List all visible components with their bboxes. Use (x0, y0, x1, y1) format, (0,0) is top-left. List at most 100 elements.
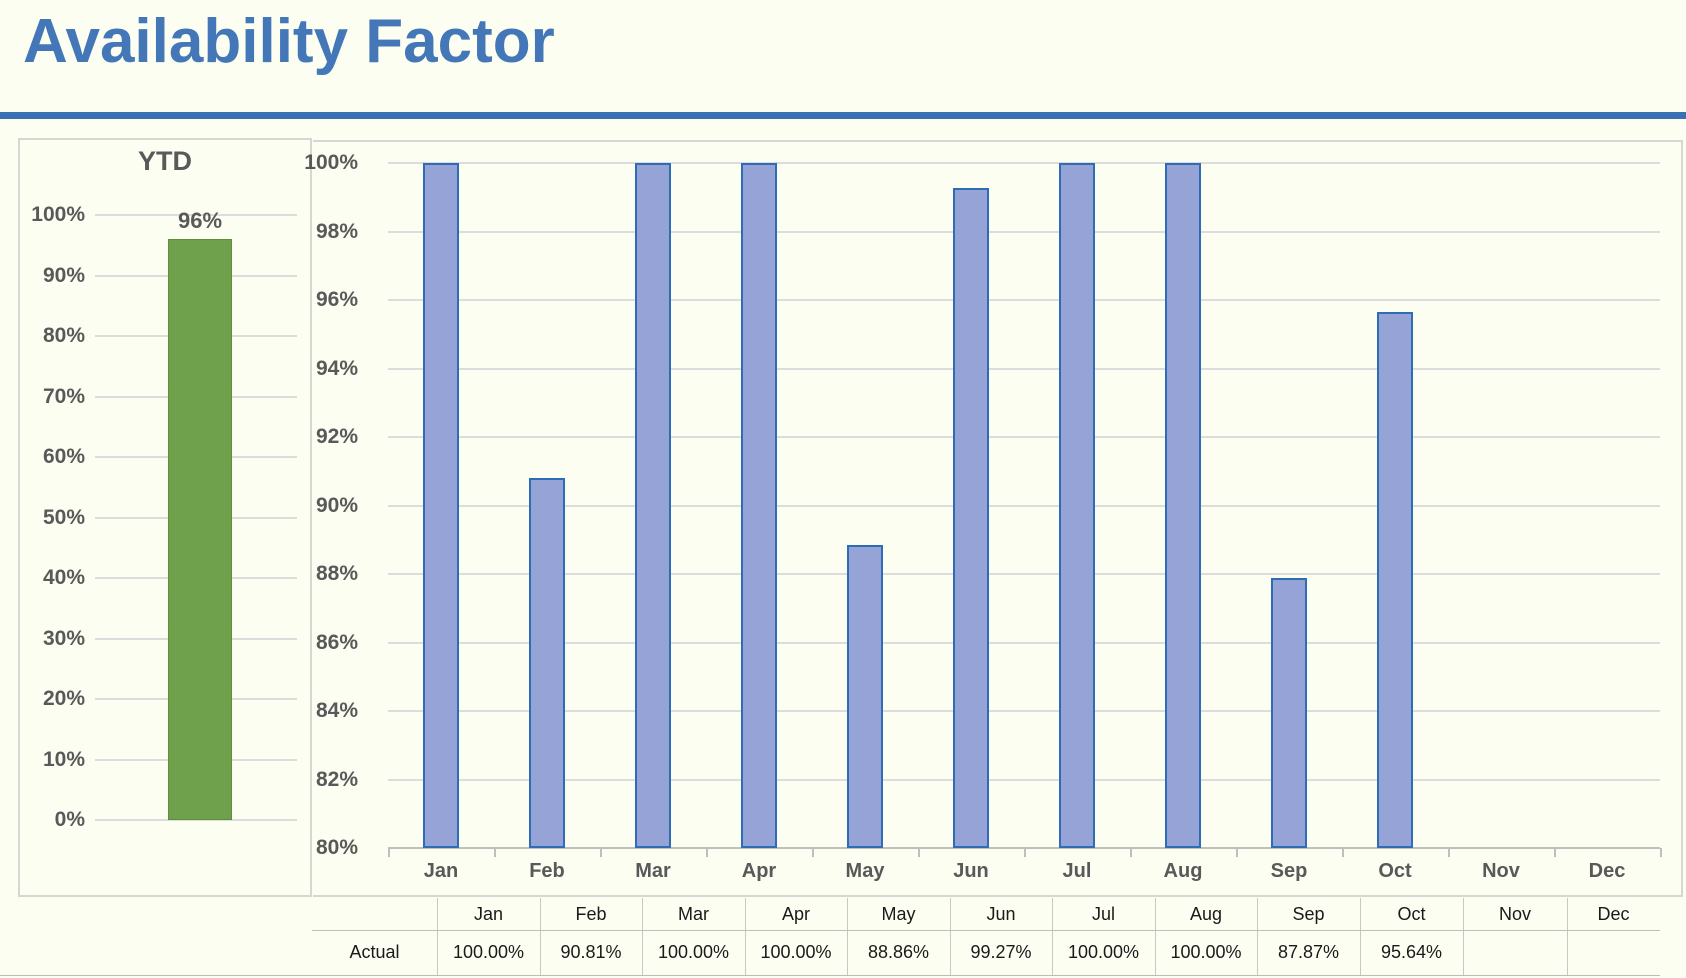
ytd-ytick-label: 70% (42, 384, 85, 408)
table-bottom-border (0, 975, 1660, 976)
table-header-jun: Jun (986, 904, 1016, 924)
main-ytick-label: 100% (304, 151, 358, 174)
table-column-line (642, 898, 643, 975)
main-axis-tickmark (600, 848, 602, 857)
table-cell-aug: 100.00% (1170, 942, 1242, 962)
main-axis-tickmark (494, 848, 496, 857)
table-cell-oct: 95.64% (1380, 942, 1443, 962)
ytd-ytick-label: 60% (42, 445, 85, 468)
ytd-ytick-label: 80% (42, 324, 85, 347)
table-cell-mar: 100.00% (657, 942, 730, 962)
table-column-line (847, 898, 848, 975)
main-ytick-label: 94% (315, 356, 358, 380)
main-ytick-label: 98% (315, 219, 358, 243)
page-title: Availability Factor (23, 7, 555, 76)
table-header-dec: Dec (1597, 904, 1630, 924)
table-header-jul: Jul (1091, 904, 1115, 924)
main-axis-tickmark (1554, 848, 1556, 857)
table-cell-feb: 90.81% (560, 942, 622, 962)
monthly-chart-panel (313, 140, 1683, 897)
xtick-label-apr: Apr (741, 860, 777, 882)
ytd-gridline (95, 214, 297, 216)
ytd-bar (168, 239, 232, 820)
xtick-label-dec: Dec (1588, 860, 1626, 882)
table-column-line (1463, 898, 1464, 975)
main-gridline (388, 573, 1660, 575)
main-gridline (388, 710, 1660, 712)
bar-may (847, 544, 883, 848)
xtick-label-jan: Jan (423, 860, 459, 882)
main-gridline (388, 504, 1660, 507)
ytd-ytick-label: 10% (42, 747, 85, 771)
main-axis-tickmark (1342, 848, 1344, 857)
main-ytick-label: 82% (315, 767, 358, 791)
table-header-may: May (881, 904, 916, 924)
table-column-line (1052, 898, 1053, 975)
xtick-label-mar: Mar (635, 860, 671, 882)
main-gridline (388, 162, 1660, 164)
ytd-chart-title: YTD (138, 146, 192, 176)
xtick-label-may: May (845, 860, 885, 882)
main-ytick-label: 96% (315, 288, 358, 311)
main-axis-tickmark (1236, 848, 1238, 857)
xtick-label-aug: Aug (1163, 860, 1203, 882)
main-ytick-label: 90% (315, 493, 358, 517)
xtick-label-jul: Jul (1062, 860, 1092, 882)
main-ytick-label: 92% (315, 425, 358, 448)
ytd-ytick-label: 0% (54, 808, 85, 831)
main-axis-tickmark (1130, 848, 1132, 857)
ytd-ytick-label: 50% (42, 505, 85, 529)
bar-jul (1059, 163, 1095, 848)
table-header-mar: Mar (678, 904, 709, 924)
bar-jan (423, 163, 459, 848)
ytd-ytick-label: 90% (42, 263, 85, 287)
table-header-sep: Sep (1292, 904, 1325, 924)
main-gridline (388, 436, 1660, 438)
table-header-jan: Jan (473, 904, 504, 924)
table-column-line (745, 898, 746, 975)
table-header-apr: Apr (781, 904, 810, 924)
table-column-line (1257, 898, 1258, 975)
table-column-line (1155, 898, 1156, 975)
bar-sep (1271, 578, 1307, 848)
main-gridline (388, 641, 1660, 644)
main-ytick-label: 80% (315, 836, 358, 859)
table-column-line (950, 898, 951, 975)
ytd-ytick-label: 100% (31, 203, 85, 226)
bar-oct (1377, 312, 1413, 848)
bar-apr (741, 163, 777, 848)
ytd-ytick-label: 30% (42, 626, 85, 650)
xtick-label-nov: Nov (1482, 860, 1520, 882)
table-cell-jan: 100.00% (452, 942, 525, 962)
main-axis-tickmark (706, 848, 708, 857)
table-cell-sep: 87.87% (1277, 942, 1340, 962)
main-ytick-label: 84% (315, 699, 358, 722)
main-axis-tickmark (1660, 848, 1662, 857)
bar-aug (1165, 163, 1201, 848)
main-axis-tickmark (918, 848, 920, 857)
bar-mar (635, 163, 671, 848)
xtick-label-jun: Jun (953, 860, 989, 882)
table-row-label: Actual (349, 942, 400, 962)
table-cell-jul: 100.00% (1067, 942, 1140, 962)
xtick-label-feb: Feb (529, 860, 565, 882)
title-underline (0, 112, 1686, 119)
main-axis-tickmark (1024, 848, 1026, 857)
table-column-line (540, 898, 541, 975)
main-axis-tickmark (388, 848, 390, 857)
main-gridline (388, 778, 1660, 781)
main-ytick-label: 86% (315, 630, 358, 654)
table-header-feb: Feb (575, 904, 607, 924)
ytd-bar-value-label: 96% (177, 208, 223, 234)
table-column-line (437, 898, 438, 975)
ytd-gridline (95, 819, 297, 821)
table-header-aug: Aug (1189, 904, 1223, 924)
table-column-line (1567, 898, 1568, 975)
main-axis-tickmark (812, 848, 814, 857)
main-ytick-label: 88% (315, 562, 358, 585)
ytd-ytick-label: 20% (42, 687, 85, 710)
bar-feb (529, 477, 565, 848)
table-header-oct: Oct (1397, 904, 1426, 924)
table-header-divider (312, 930, 1660, 931)
